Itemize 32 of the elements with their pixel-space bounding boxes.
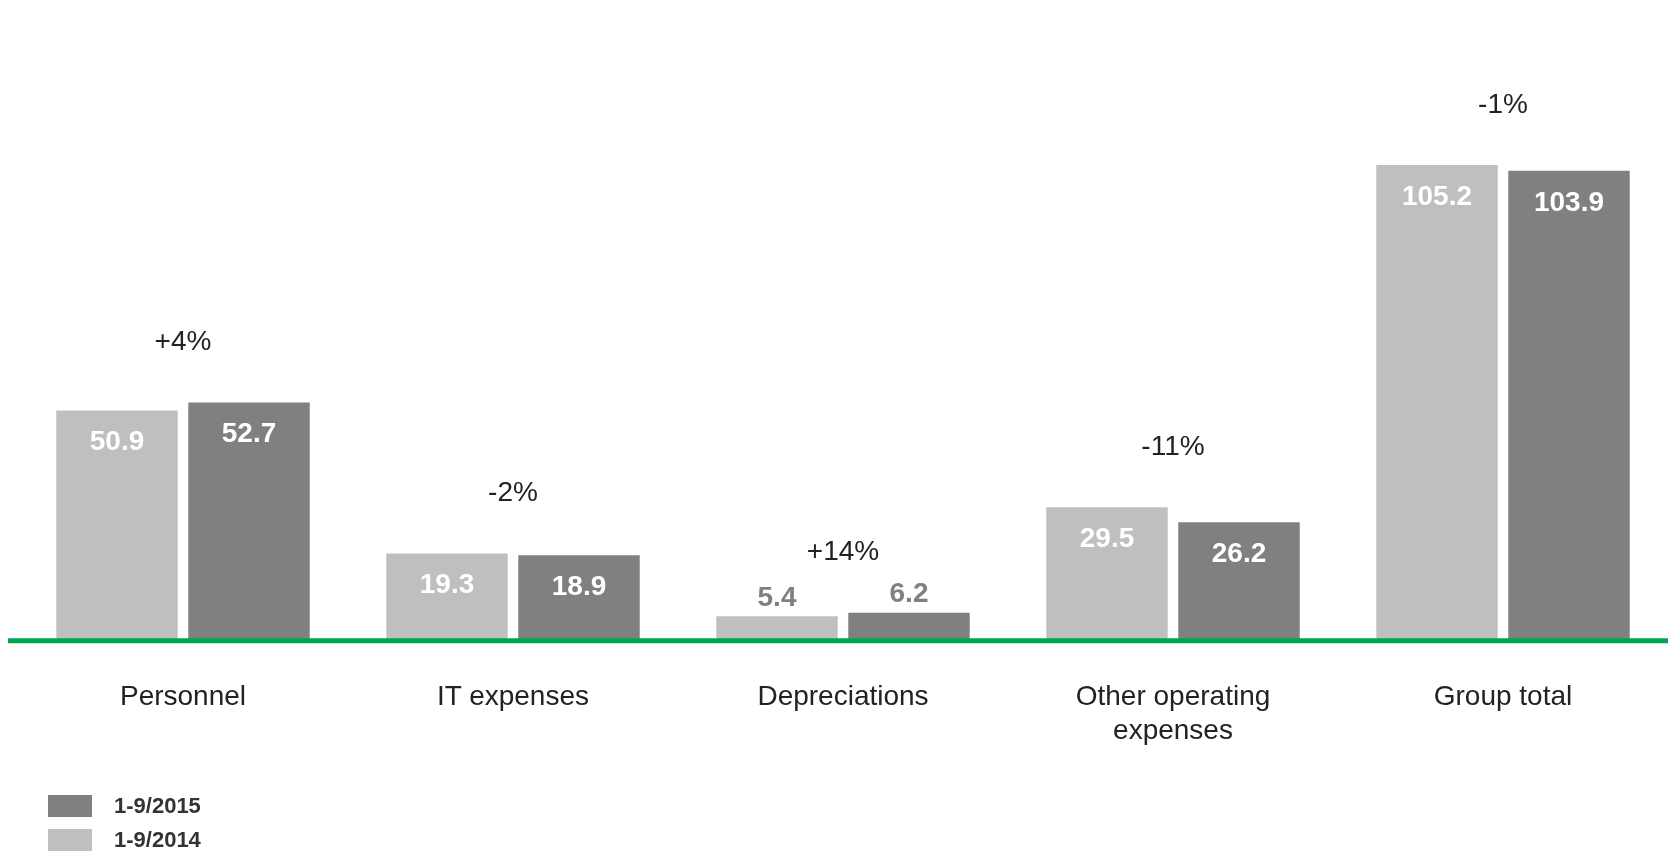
annotation: -2% [488, 476, 538, 508]
x-tick-label: IT expenses [436, 680, 590, 712]
legend-label: 1-9/2014 [114, 827, 201, 853]
data-label: 29.5 [1079, 522, 1135, 554]
legend-label: 1-9/2015 [114, 793, 201, 819]
data-label: 18.9 [551, 570, 607, 602]
x-tick-label: Personnel [119, 680, 247, 712]
bar [716, 616, 838, 641]
annotation: -11% [1141, 430, 1205, 462]
x-tick-label: Depreciations [757, 680, 929, 712]
data-label: 19.3 [419, 568, 475, 600]
x-tick-label: Other operating expenses [1075, 680, 1271, 745]
data-label: 105.2 [1401, 179, 1473, 211]
data-label: 103.9 [1533, 185, 1605, 217]
data-label: 5.4 [757, 581, 797, 613]
bar [56, 410, 178, 641]
bar [1046, 507, 1168, 641]
bar [188, 402, 310, 641]
bar [1508, 170, 1630, 641]
bar [848, 612, 970, 641]
data-label: 26.2 [1211, 537, 1267, 569]
data-label: 52.7 [221, 417, 277, 449]
bar [518, 555, 640, 641]
annotation: +4% [154, 325, 212, 357]
data-label: 6.2 [889, 577, 929, 609]
x-tick-label: Group total [1433, 680, 1573, 712]
annotation: +14% [806, 535, 880, 567]
text: -1% [1478, 87, 1528, 119]
bar [1376, 164, 1498, 641]
bar [386, 553, 508, 641]
bar [1178, 522, 1300, 641]
data-label: 50.9 [89, 425, 145, 457]
